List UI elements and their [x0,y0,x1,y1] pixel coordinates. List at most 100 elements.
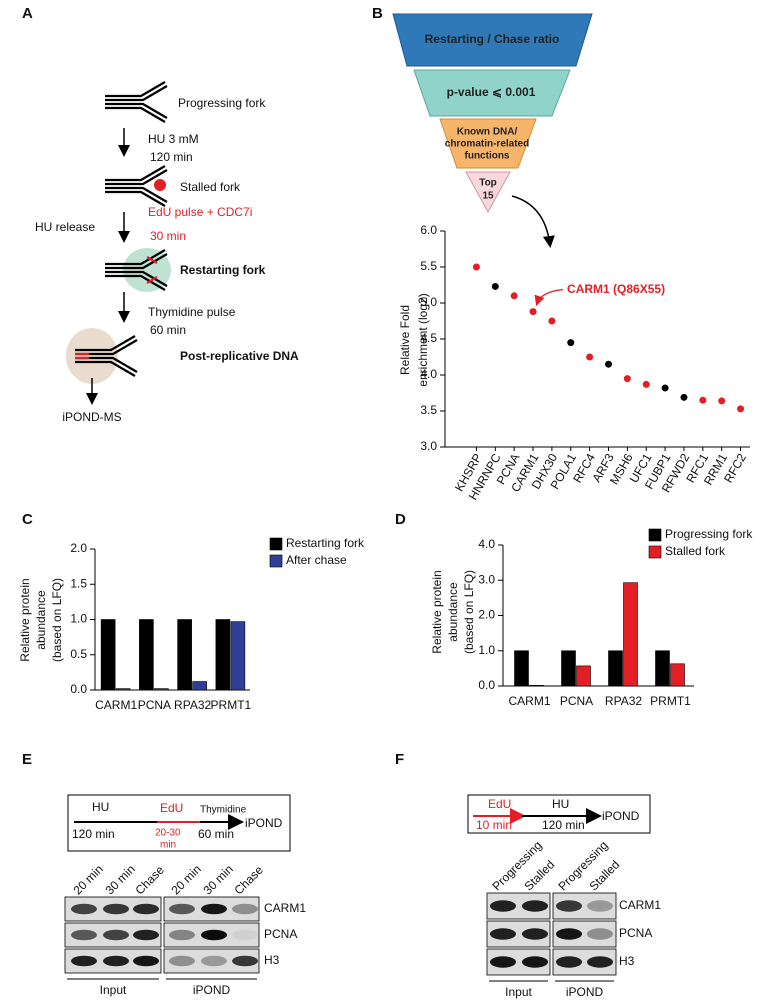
blot-band [133,903,159,915]
row-label: H3 [619,954,635,968]
y-tick-label: 3.0 [478,572,495,586]
timeline-label: Thymidine [200,805,247,816]
bar [100,619,116,691]
bar [215,619,231,691]
lane-label: Chase [132,863,167,898]
fork-strand [105,85,168,102]
treatment: EdU pulse + CDC7i [148,205,252,219]
blot-band [201,903,227,915]
funnel-text: chromatin-related [445,139,529,150]
bar [623,582,638,687]
timeline-label: EdU [160,801,183,815]
x-tick-label: RPA32 [605,694,642,708]
blot-band [71,903,97,915]
row-label: PCNA [264,927,297,941]
y-axis-title: Relative protein [18,578,32,661]
y-tick-label: 2.0 [478,608,495,622]
point [642,380,650,388]
legend-label: After chase [286,553,347,567]
fork-strand [105,102,168,119]
step-label: Stalled fork [180,180,241,194]
lane-label: 30 min [102,862,137,897]
fork-strand [105,186,168,203]
bar [576,665,591,687]
y-tick-label: 5.5 [420,259,437,273]
y-tick-label: 0.5 [70,647,87,661]
readout: iPOND-MS [62,410,121,424]
lane-label: 30 min [200,862,235,897]
group-label: iPOND [566,985,604,999]
panel-label: C [22,511,33,528]
blot-band [201,955,227,967]
x-tick-label: PCNA [138,698,171,712]
bar [655,650,670,687]
point [737,405,745,413]
blot-band [522,956,548,968]
point [567,339,575,347]
post-halo [66,328,118,384]
bar [192,681,207,691]
y-tick-label: 2.0 [70,541,87,555]
blot-band [103,929,129,941]
legend-swatch [269,537,283,551]
fork-strand [105,169,168,186]
blot-band [169,929,195,941]
timeline-label: 120 min [72,827,115,841]
timeline-label: min [160,840,176,851]
bar [514,650,529,687]
bar [670,663,685,687]
timeline-label: EdU [488,797,511,811]
legend-swatch [269,554,283,568]
fork-strand [105,274,166,291]
y-tick-label: 1.0 [70,612,87,626]
blot-band [103,903,129,915]
fork-strand [75,360,136,377]
blot-band [232,929,258,941]
row-label: PCNA [619,926,652,940]
funnel-level [392,13,593,67]
funnel-text: Top [479,178,497,189]
row-label: H3 [264,953,280,967]
blot-band [490,956,516,968]
bar [230,621,246,691]
funnel-text: Known DNA/ [457,127,518,138]
fork-strand [105,106,166,123]
blot-band [490,900,516,912]
treatment-time: 120 min [150,150,193,164]
fork-strand [105,270,168,287]
blot-band [71,929,97,941]
blot-band [587,956,613,968]
legend-label: Progressing fork [665,527,753,541]
fork-strand [105,165,166,182]
x-tick-label: RPA32 [174,698,211,712]
panel-label: F [395,751,404,768]
legend-label: Restarting fork [286,536,365,550]
y-tick-label: 0.0 [478,678,495,692]
group-label: Input [505,985,532,999]
bar [608,650,623,687]
stall [154,179,166,191]
blot-band [587,928,613,940]
y-tick-label: 0.0 [70,682,87,696]
point [586,353,594,361]
point [605,360,612,368]
annotation: CARM1 (Q86X55) [567,282,665,296]
x-tick-label: CARM1 [508,694,550,708]
y-axis-title: (based on LFQ) [462,570,476,654]
group-label: Input [100,983,127,997]
fork-strand [75,335,136,352]
blot-band [490,928,516,940]
x-tick-label: PCNA [560,694,593,708]
treatment: HU release [35,220,95,234]
point [699,396,707,404]
legend-swatch [648,545,662,559]
blot-band [556,928,582,940]
row-label: CARM1 [264,901,306,915]
timeline-box [467,794,651,834]
point [510,292,518,300]
point [548,317,556,325]
blot-band [201,929,227,941]
annotation-arrow [534,288,564,307]
y-tick-label: 4.0 [420,367,437,381]
